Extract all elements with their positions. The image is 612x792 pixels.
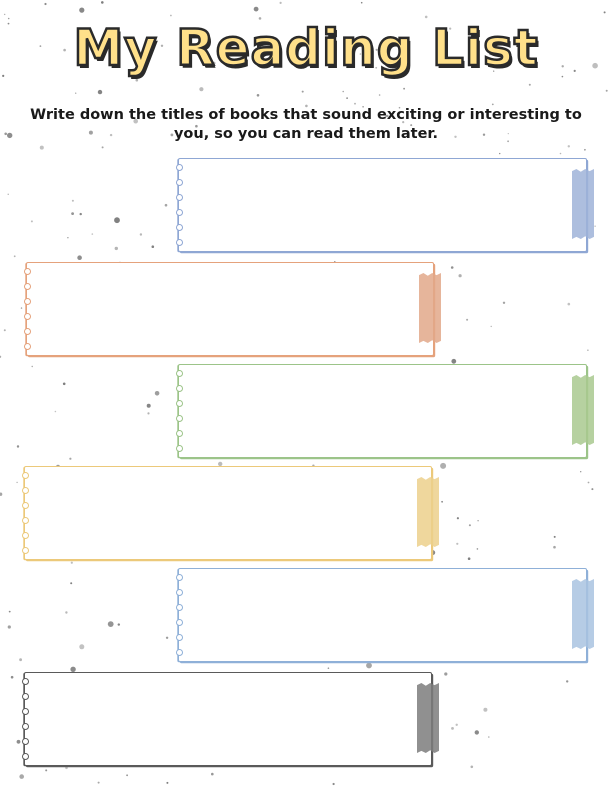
book-title-input-6[interactable]: [51, 707, 391, 733]
spiral-binding: [22, 472, 34, 554]
reading-list-entry-3: [176, 364, 594, 458]
spiral-binding: [176, 164, 188, 246]
tape-decoration: [417, 683, 439, 753]
book-title-input-3[interactable]: [205, 399, 546, 425]
reading-list-entry-5: [176, 568, 594, 662]
spiral-binding: [24, 268, 36, 350]
reading-list-entry-4: [22, 466, 439, 560]
book-title-input-4[interactable]: [51, 501, 391, 527]
spiral-binding: [22, 678, 34, 760]
reading-list-entry-2: [24, 262, 441, 356]
book-title-input-1[interactable]: [205, 193, 546, 219]
reading-list-entry-6: [22, 672, 439, 766]
tape-decoration: [572, 375, 594, 445]
tape-decoration: [419, 273, 441, 343]
reading-list-entry-1: [176, 158, 594, 252]
tape-decoration: [417, 477, 439, 547]
tape-decoration: [572, 169, 594, 239]
tape-decoration: [572, 579, 594, 649]
spiral-binding: [176, 574, 188, 656]
spiral-binding: [176, 370, 188, 452]
book-title-input-5[interactable]: [205, 603, 546, 629]
page-title: My Reading List: [72, 18, 539, 79]
instructions-text: Write down the titles of books that soun…: [30, 107, 582, 142]
book-title-input-2[interactable]: [53, 297, 393, 323]
